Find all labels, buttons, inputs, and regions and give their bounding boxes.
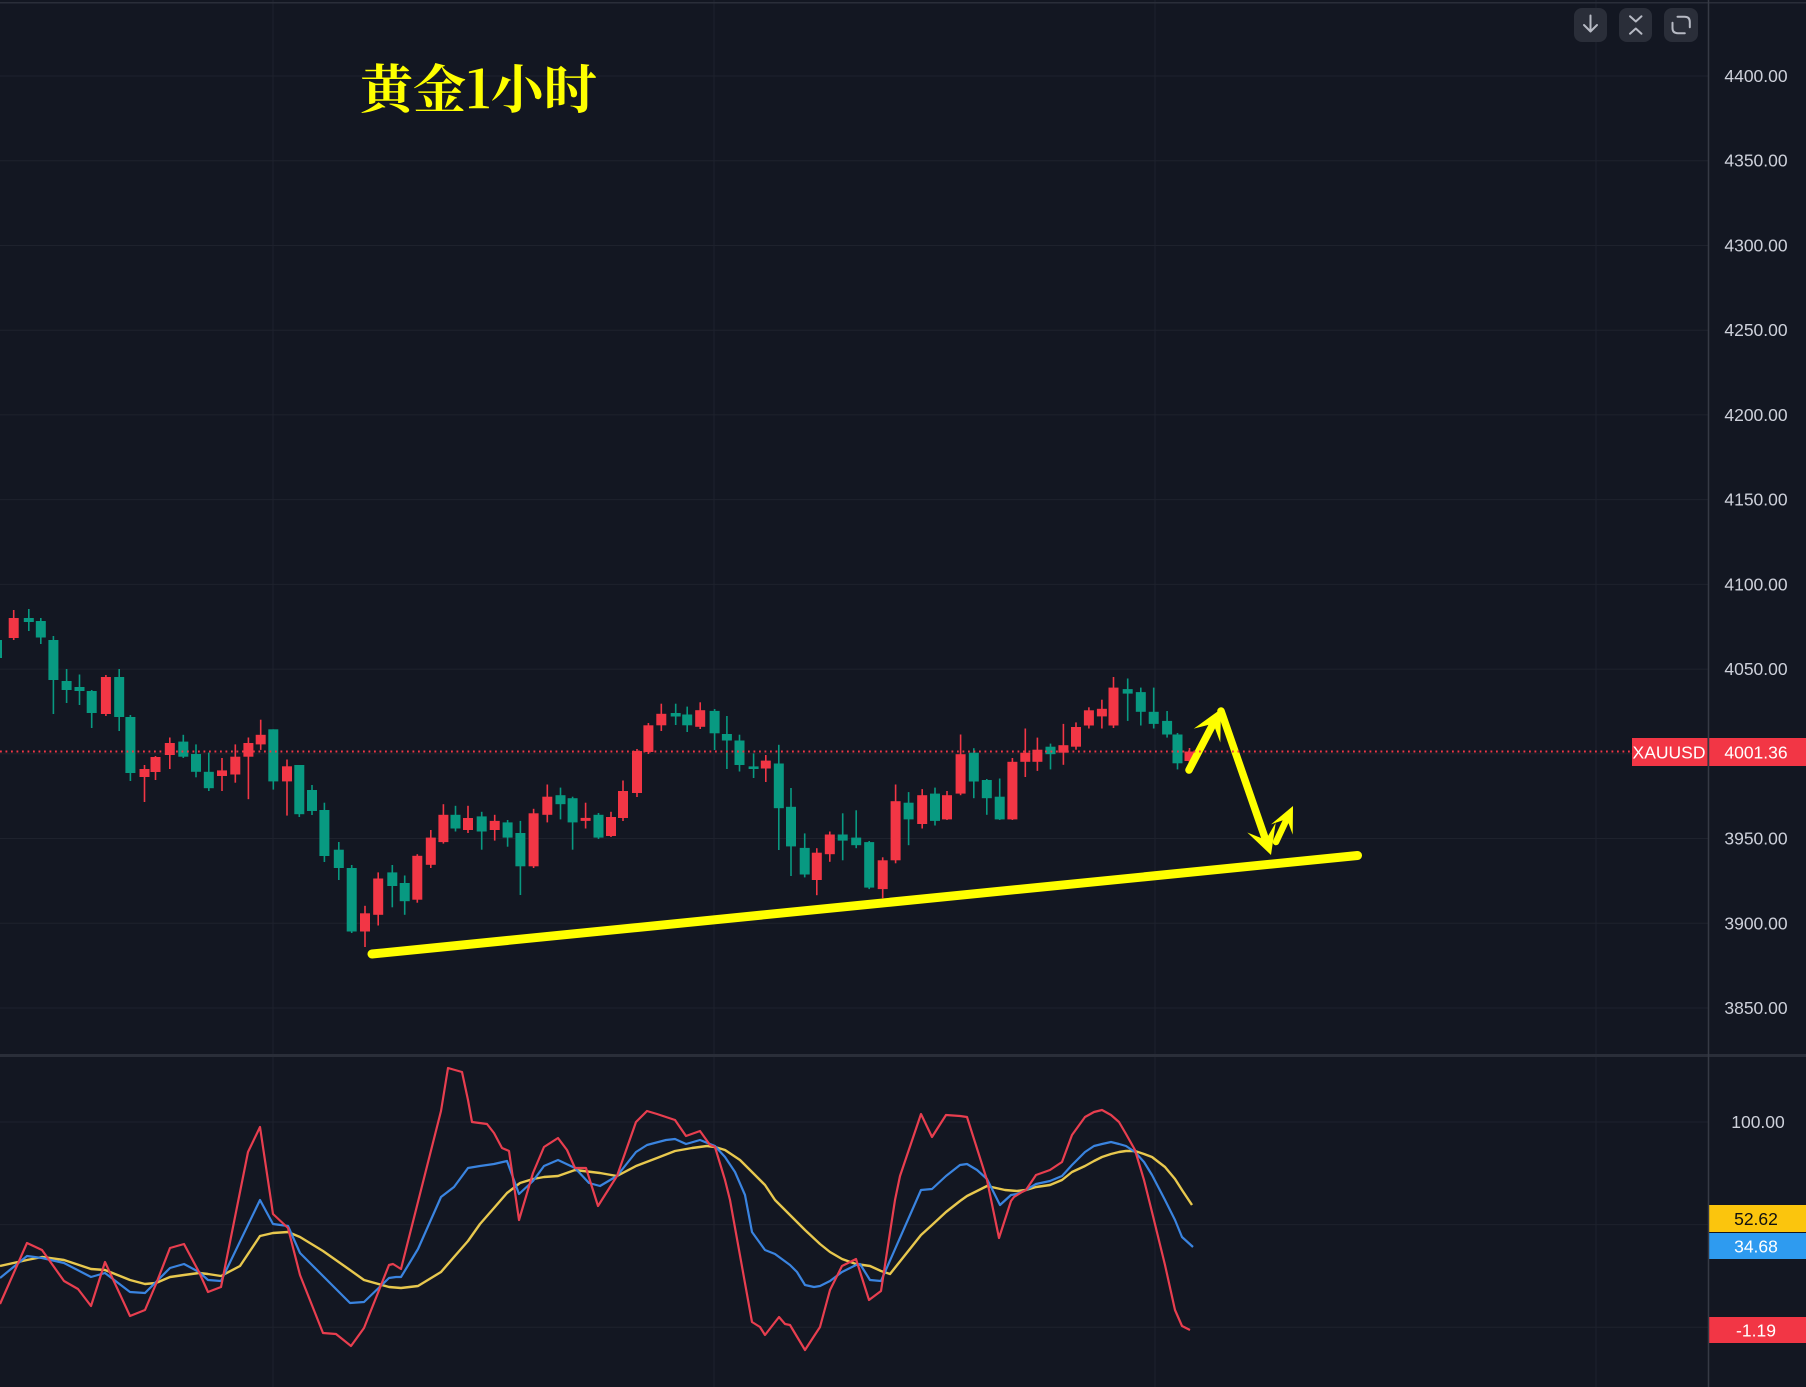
svg-text:4200.00: 4200.00 bbox=[1724, 405, 1788, 425]
svg-text:4350.00: 4350.00 bbox=[1724, 151, 1788, 171]
svg-text:34.68: 34.68 bbox=[1734, 1237, 1778, 1257]
svg-text:4400.00: 4400.00 bbox=[1724, 66, 1788, 86]
svg-text:3900.00: 3900.00 bbox=[1724, 913, 1788, 933]
svg-text:4001.36: 4001.36 bbox=[1724, 743, 1787, 763]
svg-text:3950.00: 3950.00 bbox=[1724, 829, 1788, 849]
svg-text:4100.00: 4100.00 bbox=[1724, 574, 1788, 594]
svg-text:52.62: 52.62 bbox=[1734, 1209, 1778, 1229]
svg-text:4150.00: 4150.00 bbox=[1724, 490, 1788, 510]
svg-text:4300.00: 4300.00 bbox=[1724, 236, 1788, 256]
svg-text:-1.19: -1.19 bbox=[1736, 1321, 1776, 1341]
svg-text:4050.00: 4050.00 bbox=[1724, 659, 1788, 679]
svg-text:XAUUSD: XAUUSD bbox=[1633, 743, 1706, 763]
svg-text:3850.00: 3850.00 bbox=[1724, 998, 1788, 1018]
svg-text:4250.00: 4250.00 bbox=[1724, 320, 1788, 340]
svg-text:100.00: 100.00 bbox=[1731, 1112, 1785, 1132]
